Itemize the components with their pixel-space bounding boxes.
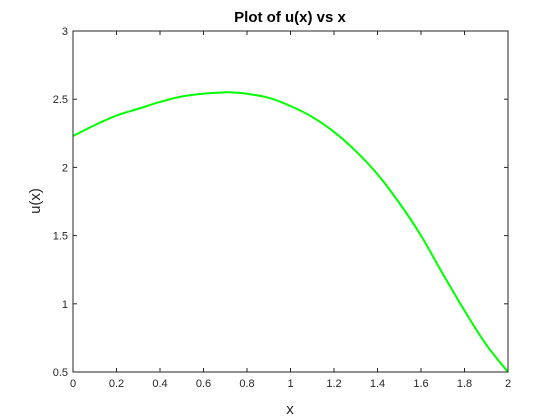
plot-area: [73, 31, 508, 372]
x-tick-label: 0: [70, 378, 76, 390]
x-tick-label: 1.8: [457, 378, 472, 390]
x-tick-label: 2: [505, 378, 511, 390]
plot-box: [72, 30, 509, 373]
y-tick-label: 1: [62, 299, 68, 311]
y-tick-label: 2.5: [53, 94, 68, 106]
y-tick-label: 0.5: [53, 367, 68, 379]
x-tick-label: 0.4: [152, 378, 167, 390]
x-tick-label: 1.2: [326, 378, 341, 390]
y-tick-label: 1.5: [53, 231, 68, 243]
x-tick-label: 0.2: [109, 378, 124, 390]
x-tick-label: 0.6: [196, 378, 211, 390]
x-tick-label: 1.4: [370, 378, 385, 390]
tick-labels: 0 0.2 0.4 0.6 0.8 1 1.2 1.4 1.6 1.8 2 0.5 1 1.5 2 2.5 3: [53, 26, 511, 390]
x-tick-label: 1: [287, 378, 293, 390]
series-layer: [72, 91, 509, 373]
x-tick-label: 1.6: [413, 378, 428, 390]
y-tick-label: 2: [62, 162, 68, 174]
y-axis-label: u(x): [27, 188, 44, 214]
x-axis-label: x: [286, 401, 294, 418]
series-line: [72, 91, 509, 373]
x-tick-label: 0.8: [239, 378, 254, 390]
chart-title: Plot of u(x) vs x: [234, 9, 346, 26]
y-tick-label: 3: [62, 26, 68, 38]
